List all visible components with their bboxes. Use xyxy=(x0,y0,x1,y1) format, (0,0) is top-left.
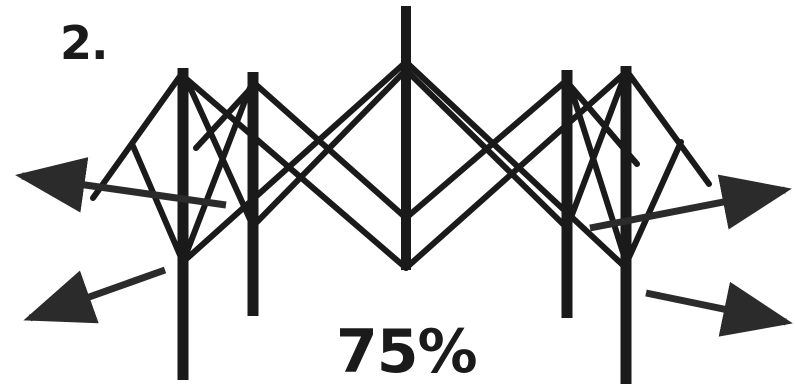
arrow-lower-right xyxy=(645,281,793,337)
opening-percentage: 75% xyxy=(336,317,478,387)
frame-legs xyxy=(177,6,632,384)
step-number: 2. xyxy=(60,16,108,70)
frame-truss xyxy=(90,59,712,271)
arrow-upper-right xyxy=(589,174,792,232)
pull-arrows xyxy=(15,157,793,337)
arrow-upper-left xyxy=(15,157,227,213)
arrow-lower-left xyxy=(23,266,167,324)
